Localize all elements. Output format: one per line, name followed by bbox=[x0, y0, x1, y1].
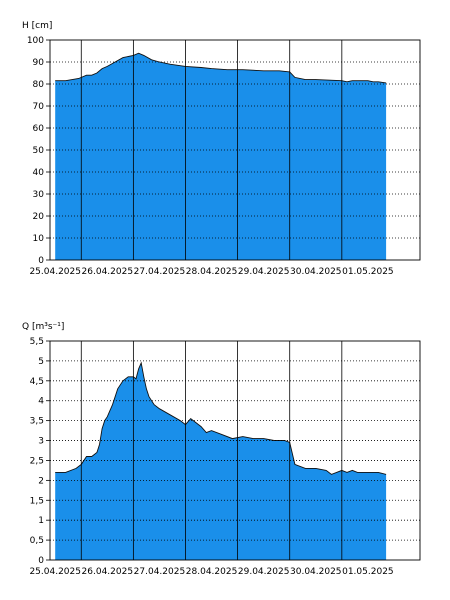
water-level-y-axis-label: H [cm] bbox=[22, 21, 52, 31]
discharge-y-tick-label: 0,5 bbox=[30, 536, 44, 546]
water-level-x-tick-label: 27.04.2025 bbox=[134, 267, 186, 277]
discharge-y-tick-label: 0 bbox=[38, 556, 44, 566]
water-level-y-tick-label: 90 bbox=[33, 58, 45, 68]
water-level-y-tick-label: 0 bbox=[38, 256, 44, 266]
water-level-x-tick-label: 28.04.2025 bbox=[186, 267, 238, 277]
water-level-y-tick-label: 60 bbox=[33, 124, 45, 134]
water-level-y-tick-label: 100 bbox=[27, 36, 44, 46]
discharge-x-tick-label: 01.05.2025 bbox=[342, 567, 394, 577]
discharge-x-tick-label: 29.04.2025 bbox=[238, 567, 290, 577]
discharge-y-tick-label: 4 bbox=[38, 397, 44, 407]
water-level-grid bbox=[50, 40, 420, 260]
discharge-x-tick-label: 26.04.2025 bbox=[82, 567, 134, 577]
water-level-y-tick-label: 70 bbox=[33, 102, 45, 112]
discharge-chart: Q [m³s⁻¹] 0 0,5 1 1,5 2 2,5 3 3,5 4 4,5 5 5,5 25.04… bbox=[22, 322, 421, 577]
water-level-plot-frame bbox=[49, 39, 421, 261]
discharge-y-tick-label: 2,5 bbox=[30, 456, 44, 466]
discharge-x-tick-label: 30.04.2025 bbox=[290, 567, 342, 577]
discharge-y-tick-label: 1 bbox=[38, 516, 44, 526]
discharge-y-tick-label: 3 bbox=[38, 437, 44, 447]
discharge-y-tick-label: 5 bbox=[38, 357, 44, 367]
water-level-x-tick-label: 30.04.2025 bbox=[290, 267, 342, 277]
water-level-area-layer bbox=[55, 52, 387, 261]
water-level-y-tick-label: 50 bbox=[33, 146, 45, 156]
water-level-x-tick-label: 29.04.2025 bbox=[238, 267, 290, 277]
discharge-y-tick-label: 1,5 bbox=[30, 496, 44, 506]
discharge-area-layer bbox=[55, 361, 387, 560]
water-level-x-tick-label: 26.04.2025 bbox=[82, 267, 134, 277]
discharge-x-tick-label: 27.04.2025 bbox=[134, 567, 186, 577]
water-level-y-tick-label: 40 bbox=[33, 168, 45, 178]
discharge-plot-frame bbox=[49, 340, 421, 561]
discharge-y-tick-label: 2 bbox=[38, 476, 44, 486]
discharge-y-tick-label: 5,5 bbox=[30, 337, 44, 347]
water-level-x-tick-label: 01.05.2025 bbox=[342, 267, 394, 277]
discharge-series-area bbox=[55, 362, 387, 560]
water-level-y-tick-label: 80 bbox=[33, 80, 45, 90]
water-level-series-line bbox=[55, 52, 387, 84]
water-level-y-tick-label: 20 bbox=[33, 212, 45, 222]
discharge-x-tick-label: 28.04.2025 bbox=[186, 567, 238, 577]
water-level-y-tick-label: 10 bbox=[33, 234, 45, 244]
discharge-y-tick-label: 3,5 bbox=[30, 417, 44, 427]
water-level-y-ticks: 0 10 20 30 40 50 60 70 80 90 100 bbox=[27, 36, 50, 266]
discharge-y-axis-label: Q [m³s⁻¹] bbox=[22, 322, 64, 332]
discharge-grid bbox=[50, 341, 420, 560]
discharge-y-tick-label: 4,5 bbox=[30, 377, 44, 387]
water-level-x-tick-label: 25.04.2025 bbox=[29, 267, 81, 277]
water-level-y-tick-label: 30 bbox=[33, 190, 45, 200]
water-level-x-ticks: 25.04.2025 26.04.2025 27.04.2025 28.04.2025… bbox=[29, 267, 393, 277]
water-level-chart: H [cm] 0 10 20 30 40 50 60 70 80 90 100 25.04.2025… bbox=[22, 21, 421, 277]
discharge-x-tick-label: 25.04.2025 bbox=[29, 567, 81, 577]
discharge-x-ticks: 25.04.2025 26.04.2025 27.04.2025 28.04.2025… bbox=[29, 567, 393, 577]
discharge-y-ticks: 0 0,5 1 1,5 2 2,5 3 3,5 4 4,5 5 5,5 bbox=[30, 337, 50, 566]
water-level-series-area bbox=[55, 53, 387, 261]
